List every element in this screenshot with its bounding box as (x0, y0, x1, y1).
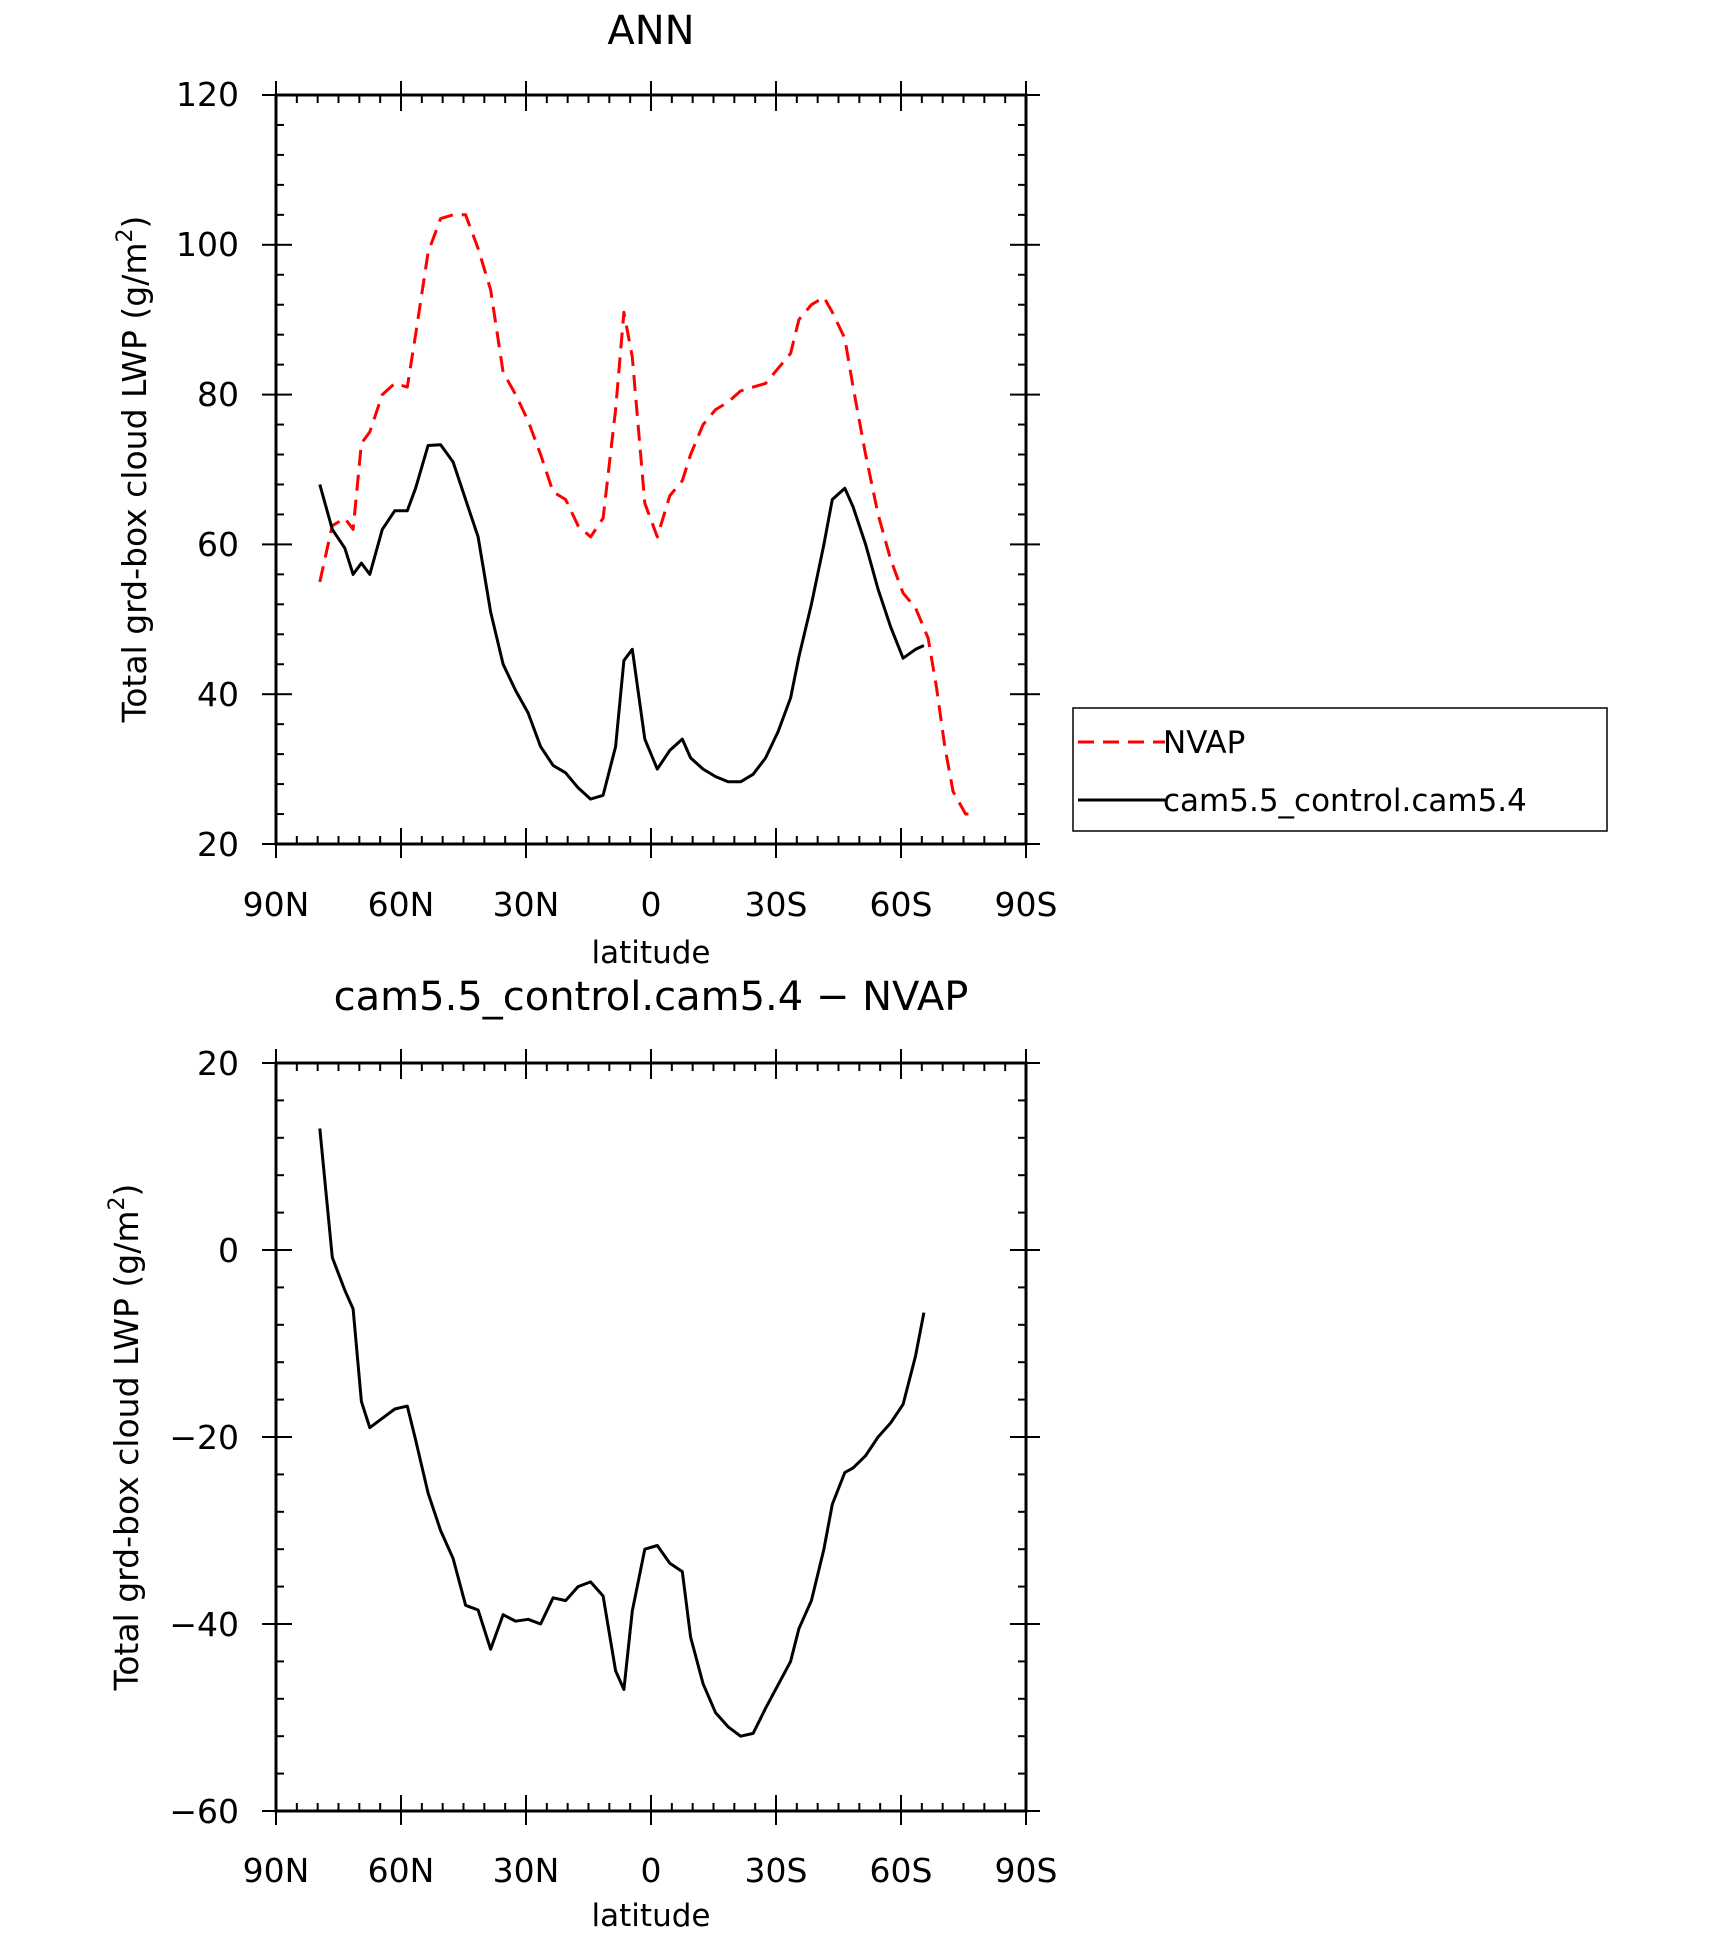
y-tick-label: −20 (169, 1418, 239, 1457)
legend: NVAP cam5.5_control.cam5.4 (1072, 707, 1608, 832)
y-axis-label-close: ) (115, 216, 154, 229)
x-tick-labels-bottom: 90N 60N 30N 0 30S 60S 90S (243, 1851, 1058, 1890)
y-tick-label: 20 (197, 1044, 239, 1083)
cam5-5-control-cam5-4-series-line (318, 443, 925, 801)
x-tick-label: 30S (745, 885, 808, 924)
x-tick-labels-top: 90N 60N 30N 0 30S 60S 90S (243, 885, 1058, 924)
y-tick-label: 40 (197, 675, 239, 714)
y-ticks-top (262, 94, 1040, 845)
y-tick-labels-bottom: −60 −40 −20 0 20 (169, 1044, 239, 1831)
x-tick-label: 60S (870, 1851, 933, 1890)
y-tick-label: −40 (169, 1605, 239, 1644)
y-tick-label: 60 (197, 525, 239, 564)
y-tick-label: 80 (197, 375, 239, 414)
legend-box (1072, 707, 1608, 832)
chart-panel-top: ANN 90N 60N 30N 0 30S 60S 90S 20 40 60 8… (113, 8, 1608, 971)
x-ticks-bottom (275, 1049, 1027, 1825)
x-tick-label: 30S (745, 1851, 808, 1890)
y-axis-label-text: Total grd-box cloud LWP (g/m (107, 1211, 146, 1692)
y-tick-label: 0 (218, 1231, 239, 1270)
y-axis-label-bottom: Total grd-box cloud LWP (g/m2) (105, 1184, 146, 1692)
y-tick-label: 100 (176, 225, 239, 264)
legend-label-nvap: NVAP (1163, 725, 1245, 761)
y-tick-label: −60 (169, 1792, 239, 1831)
x-tick-label: 0 (641, 1851, 662, 1890)
x-tick-label: 30N (493, 885, 560, 924)
nvap-series-line (318, 213, 974, 816)
x-tick-label: 0 (641, 885, 662, 924)
y-axis-label-close: ) (107, 1184, 146, 1197)
chart-title-top: ANN (607, 8, 694, 54)
x-tick-label: 90N (243, 885, 310, 924)
x-tick-label: 90S (995, 1851, 1058, 1890)
y-ticks-bottom (262, 1062, 1040, 1812)
x-axis-label-top: latitude (592, 935, 711, 971)
x-tick-label: 60N (368, 885, 435, 924)
plot-lines-top (318, 213, 974, 816)
chart-title-bottom: cam5.5_control.cam5.4 − NVAP (334, 974, 969, 1020)
plot-lines-bottom (318, 1128, 926, 1738)
legend-label-cam: cam5.5_control.cam5.4 (1163, 783, 1527, 819)
x-tick-label: 60S (870, 885, 933, 924)
y-tick-labels-top: 20 40 60 80 100 120 (176, 75, 239, 864)
x-axis-label-bottom: latitude (592, 1898, 711, 1933)
y-tick-label: 120 (176, 75, 239, 114)
x-tick-label: 30N (493, 1851, 560, 1890)
x-tick-label: 90S (995, 885, 1058, 924)
x-tick-label: 90N (243, 1851, 310, 1890)
y-axis-label-superscript: 2 (113, 229, 138, 243)
chart-panel-bottom: cam5.5_control.cam5.4 − NVAP 90N 60N 30N… (105, 974, 1057, 1933)
y-tick-label: 20 (197, 825, 239, 864)
y-axis-label-superscript: 2 (105, 1197, 130, 1211)
difference-series-line (318, 1128, 926, 1738)
x-tick-label: 60N (368, 1851, 435, 1890)
y-axis-label-top: Total grd-box cloud LWP (g/m2) (113, 216, 154, 724)
x-ticks-top (275, 81, 1027, 858)
y-axis-label-text: Total grd-box cloud LWP (g/m (115, 243, 154, 724)
